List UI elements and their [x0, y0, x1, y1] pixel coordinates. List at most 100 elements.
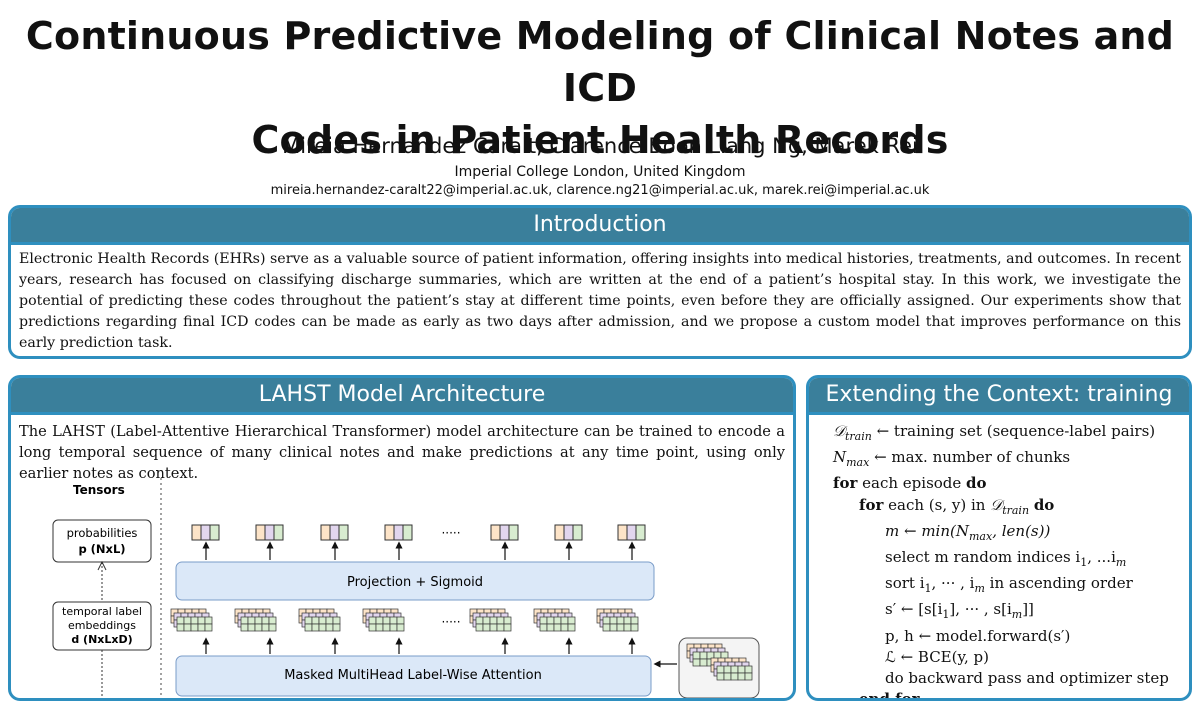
projection-arrows	[202, 541, 636, 560]
projection-sigmoid-label: Projection + Sigmoid	[347, 575, 483, 590]
embedding-cell	[482, 623, 491, 632]
embedding-cell	[737, 672, 746, 681]
lahst-body: The LAHST (Label-Attentive Hierarchical …	[19, 423, 785, 482]
algo-line-8: s′ ← [s[i1], ··· , s[im]]	[885, 600, 1034, 622]
embedding-stack	[170, 608, 213, 632]
embedding-cell	[375, 616, 384, 625]
embedding-cell	[489, 623, 498, 632]
embedding-cell	[183, 616, 192, 625]
embedding-cell	[496, 623, 505, 632]
embedding-layer	[304, 616, 341, 632]
embedding-cell	[567, 616, 576, 625]
introduction-heading: Introduction	[11, 208, 1189, 245]
temp-line-2: embeddings	[68, 619, 136, 632]
embedding-cell	[744, 665, 753, 674]
embedding-cell	[716, 665, 725, 674]
algorithm: 𝒟train ← training set (sequence-label pa…	[809, 415, 1189, 698]
temp-line-1: temporal label	[62, 605, 142, 618]
embedding-cell	[204, 623, 213, 632]
embedding-cell	[332, 616, 341, 625]
embedding-cell	[716, 672, 725, 681]
embedding-cell	[553, 616, 562, 625]
embedding-cell	[730, 672, 739, 681]
embedding-stack	[596, 608, 639, 632]
embedding-cell	[304, 616, 313, 625]
embedding-cell	[389, 616, 398, 625]
algo-line-6: select m random indices i1, ...im	[885, 548, 1127, 570]
title-line-1: Continuous Predictive Modeling of Clinic…	[25, 14, 1175, 110]
embedding-layer	[539, 616, 576, 632]
embedding-layer	[602, 616, 639, 632]
embedding-stacks	[170, 608, 639, 632]
embedding-dots: ·····	[441, 615, 460, 629]
embedding-stack	[362, 608, 405, 632]
prob-line-1: probabilities	[67, 526, 138, 540]
embedding-cell	[699, 658, 708, 667]
tensors-label: Tensors	[73, 483, 125, 497]
embedding-cell	[609, 616, 618, 625]
poster-title: Continuous Predictive Modeling of Clinic…	[0, 10, 1200, 166]
embedding-cell	[630, 623, 639, 632]
output-vector	[384, 524, 413, 541]
projection-sigmoid-block	[175, 561, 655, 601]
embedding-cell	[744, 672, 753, 681]
embedding-layer	[176, 616, 213, 632]
embedding-stack	[298, 608, 341, 632]
embedding-cell	[318, 623, 327, 632]
emails: mireia.hernandez-caralt22@imperial.ac.uk…	[270, 183, 930, 198]
embedding-cell	[616, 623, 625, 632]
embedding-cell	[261, 623, 270, 632]
embedding-stack	[533, 608, 576, 632]
architecture-diagram: Tensors probabilities p (NxL) temporal l…	[52, 478, 760, 698]
embedding-cell	[254, 616, 263, 625]
embedding-cell	[375, 623, 384, 632]
prob-line-2: p (NxL)	[78, 542, 125, 556]
embedding-cell	[546, 616, 555, 625]
embedding-cell	[240, 616, 249, 625]
algo-line-10: ℒ ← BCE(y, p)	[885, 647, 989, 666]
embedding-cell	[737, 665, 746, 674]
embedding-cell	[396, 616, 405, 625]
algo-line-4: for each (s, y) in 𝒟train do	[859, 495, 1055, 517]
embedding-cell	[176, 616, 185, 625]
embedding-cell	[240, 623, 249, 632]
embedding-cell	[630, 616, 639, 625]
embedding-cell	[396, 623, 405, 632]
embedding-cell	[623, 623, 632, 632]
temp-line-3: d (NxLxD)	[71, 633, 132, 646]
embedding-cell	[560, 623, 569, 632]
introduction-panel: Introduction Electronic Health Records (…	[8, 205, 1192, 359]
embedding-cell	[254, 623, 263, 632]
algo-line-11: do backward pass and optimizer step	[885, 669, 1169, 688]
embedding-cell	[261, 616, 270, 625]
embedding-cell	[368, 623, 377, 632]
embedding-cell	[197, 616, 206, 625]
embedding-cell	[368, 616, 377, 625]
algo-line-9: p, h ← model.forward(s′)	[885, 626, 1071, 645]
algo-line-7: sort i1, ··· , im in ascending order	[885, 574, 1133, 596]
algo-line-2: Nmax ← max. number of chunks	[833, 448, 1071, 470]
algo-line-5: m ← min(Nmax, len(s))	[885, 521, 1051, 543]
embedding-cell	[389, 623, 398, 632]
embedding-cell	[197, 623, 206, 632]
embedding-cell	[332, 623, 341, 632]
algo-line-1: 𝒟train ← training set (sequence-label pa…	[833, 422, 1156, 443]
embedding-cell	[311, 616, 320, 625]
embedding-cell	[546, 623, 555, 632]
masked-attention-label: Masked MultiHead Label-Wise Attention	[284, 668, 542, 683]
embedding-layer	[240, 616, 277, 632]
output-vector	[617, 524, 646, 541]
embedding-cell	[560, 616, 569, 625]
embedding-cell	[553, 623, 562, 632]
embedding-cell	[567, 623, 576, 632]
embedding-cell	[539, 616, 548, 625]
embedding-cell	[475, 616, 484, 625]
embedding-cell	[247, 623, 256, 632]
title-line-2: Codes in Patient Health Records	[251, 118, 949, 162]
output-vector	[255, 524, 284, 541]
embedding-cell	[325, 616, 334, 625]
embedding-cell	[730, 665, 739, 674]
embedding-cell	[475, 623, 484, 632]
embedding-cell	[482, 616, 491, 625]
embedding-cell	[623, 616, 632, 625]
